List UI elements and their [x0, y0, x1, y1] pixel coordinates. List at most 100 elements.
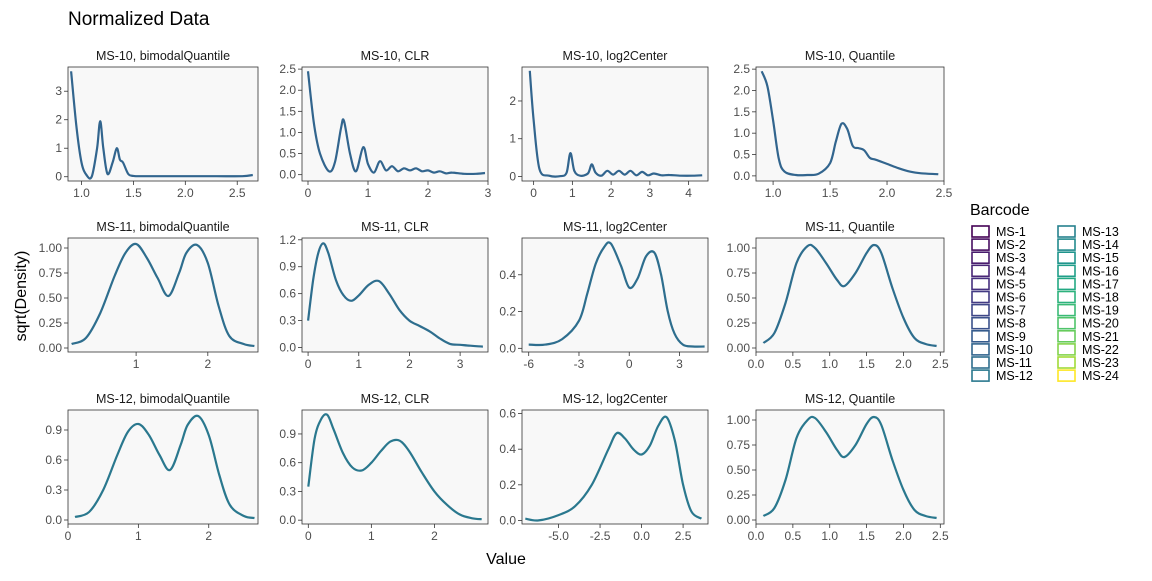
legend-item-ms-3: MS-3: [971, 251, 1026, 265]
y-tick-label: 0.6: [45, 453, 62, 467]
legend-item-ms-22: MS-22: [1057, 343, 1119, 357]
y-tick-label: 0.25: [727, 488, 751, 502]
legend-item-ms-19: MS-19: [1057, 303, 1119, 318]
y-tick-label: 0.6: [279, 287, 296, 301]
legend-key: [1057, 251, 1076, 264]
y-tick-label: 2: [55, 113, 62, 127]
y-tick-label: 0.0: [499, 341, 516, 355]
density-line-ms-11: [762, 243, 937, 348]
panel-title: MS-12, log2Center: [563, 392, 668, 406]
panel-ms-10-quantile: MS-10, Quantile 0.0 0.5 1.0 1.5 2.0 2.5 1.0 1.5 2…: [733, 49, 952, 200]
legend-item-ms-18: MS-18: [1057, 290, 1119, 305]
density-line-ms-11: [528, 241, 705, 348]
x-tick-label: 2.0: [895, 357, 912, 371]
y-tick-label: 0: [509, 169, 516, 183]
x-tick-label: 1.0: [73, 186, 90, 200]
legend-label: MS-22: [1082, 343, 1119, 357]
x-tick-label: 0: [305, 186, 312, 200]
legend-key: [1057, 369, 1076, 382]
legend-key: [971, 343, 990, 356]
legend-label: MS-20: [1082, 317, 1119, 331]
y-tick-label: 0.0: [45, 513, 62, 527]
x-axis-title: Value: [486, 551, 526, 568]
x-tick-label: 0.0: [748, 529, 765, 543]
panel-background: [301, 66, 489, 182]
y-tick-label: 0.50: [727, 463, 751, 477]
panel-background: [301, 409, 489, 525]
legend-label: MS-23: [1082, 356, 1119, 370]
panel-title: MS-11, bimodalQuantile: [96, 220, 229, 234]
legend-key: [1057, 343, 1076, 356]
legend-key: [1057, 290, 1076, 304]
panel-background: [301, 237, 489, 353]
x-tick-label: 1.0: [821, 529, 838, 543]
legend-label: MS-15: [1082, 251, 1119, 265]
y-tick-label: 0.5: [279, 147, 296, 161]
legend-label: MS-1: [996, 225, 1026, 239]
legend-item-ms-11: MS-11: [971, 356, 1032, 370]
panel-background: [67, 66, 259, 182]
panel-title: MS-12, Quantile: [805, 392, 895, 406]
facet-panels: MS-10, bimodalQuantile 0 1 2 3 1.0 1.5 2.0 2.5 MS…: [39, 49, 953, 543]
legend-item-ms-10: MS-10: [971, 343, 1033, 357]
y-tick-label: 0.9: [45, 423, 62, 437]
legend-key: [1057, 316, 1076, 330]
panel-ms-12-clr: MS-12, CLR 0.0 0.3 0.6 0.9 0 1 2: [279, 392, 489, 543]
legend-label: MS-19: [1082, 304, 1119, 318]
density-line-ms-12: [307, 413, 482, 521]
panel-ms-12-quantile: MS-12, Quantile 0.00 0.25 0.50 0.75 1.00 0.0 0.…: [727, 392, 949, 543]
y-tick-label: 0.0: [499, 513, 516, 527]
y-tick-label: 0.25: [39, 316, 63, 330]
legend-key: [1057, 329, 1076, 343]
legend-item-ms-17: MS-17: [1057, 277, 1119, 291]
legend-item-ms-21: MS-21: [1057, 329, 1119, 344]
panel-title: MS-12, bimodalQuantile: [96, 392, 230, 406]
legend-label: MS-8: [996, 317, 1026, 331]
legend-key: [971, 251, 990, 264]
legend-item-ms-24: MS-24: [1057, 369, 1119, 383]
legend-item-ms-15: MS-15: [1057, 251, 1119, 265]
legend-label: MS-17: [1082, 277, 1119, 291]
panel-title: MS-10, bimodalQuantile: [96, 49, 230, 63]
x-tick-label: -2.5: [590, 529, 611, 543]
y-tick-label: 0.25: [727, 316, 751, 330]
legend-item-ms-7: MS-7: [971, 304, 1026, 318]
y-tick-label: 0.00: [39, 341, 63, 355]
x-tick-label: 2: [425, 186, 432, 200]
x-tick-label: 0: [626, 357, 633, 371]
density-line-ms-10: [70, 71, 253, 180]
x-tick-label: 2.5: [229, 186, 246, 200]
y-tick-label: 0.75: [727, 438, 751, 452]
density-line-ms-12: [74, 414, 255, 520]
panel-ms-10-clr: MS-10, CLR 0.0 0.5 1.0 1.5 2.0 2.5 0 1 2 3: [279, 49, 491, 200]
legend-item-ms-6: MS-6: [971, 291, 1026, 305]
x-tick-label: 0: [305, 357, 312, 371]
legend-key: [1057, 303, 1076, 317]
panel-ms-11-bimodalquantile: MS-11, bimodalQuantile 0.00 0.25 0.50 0.75 1.…: [39, 220, 259, 371]
panel-background: [67, 237, 259, 353]
y-tick-label: 1: [55, 141, 62, 155]
y-tick-label: 1.5: [279, 104, 296, 118]
y-tick-label: 0.6: [499, 407, 516, 421]
x-tick-label: 0: [65, 529, 72, 543]
legend-label: MS-7: [996, 304, 1026, 318]
y-tick-label: 0.0: [279, 513, 296, 527]
y-tick-label: 1.00: [727, 241, 751, 255]
y-tick-label: 0.2: [499, 478, 516, 492]
x-tick-label: 3: [647, 186, 654, 200]
panel-ms-11-clr: MS-11, CLR 0.0 0.3 0.6 0.9 1.2 0 1 2 3: [279, 220, 489, 371]
legend-label: MS-3: [996, 251, 1026, 265]
x-tick-label: 2: [431, 529, 438, 543]
legend-key: [971, 369, 990, 382]
x-tick-label: 2: [204, 357, 211, 371]
legend-key: [971, 264, 990, 278]
y-tick-label: 1.5: [733, 105, 750, 119]
y-tick-label: 2.0: [733, 83, 750, 97]
legend-title: Barcode: [970, 202, 1030, 219]
y-tick-label: 1.2: [279, 233, 296, 247]
y-tick-label: 0.5: [733, 148, 750, 162]
legend-key: [1057, 264, 1076, 278]
y-tick-label: 0.00: [727, 341, 751, 355]
